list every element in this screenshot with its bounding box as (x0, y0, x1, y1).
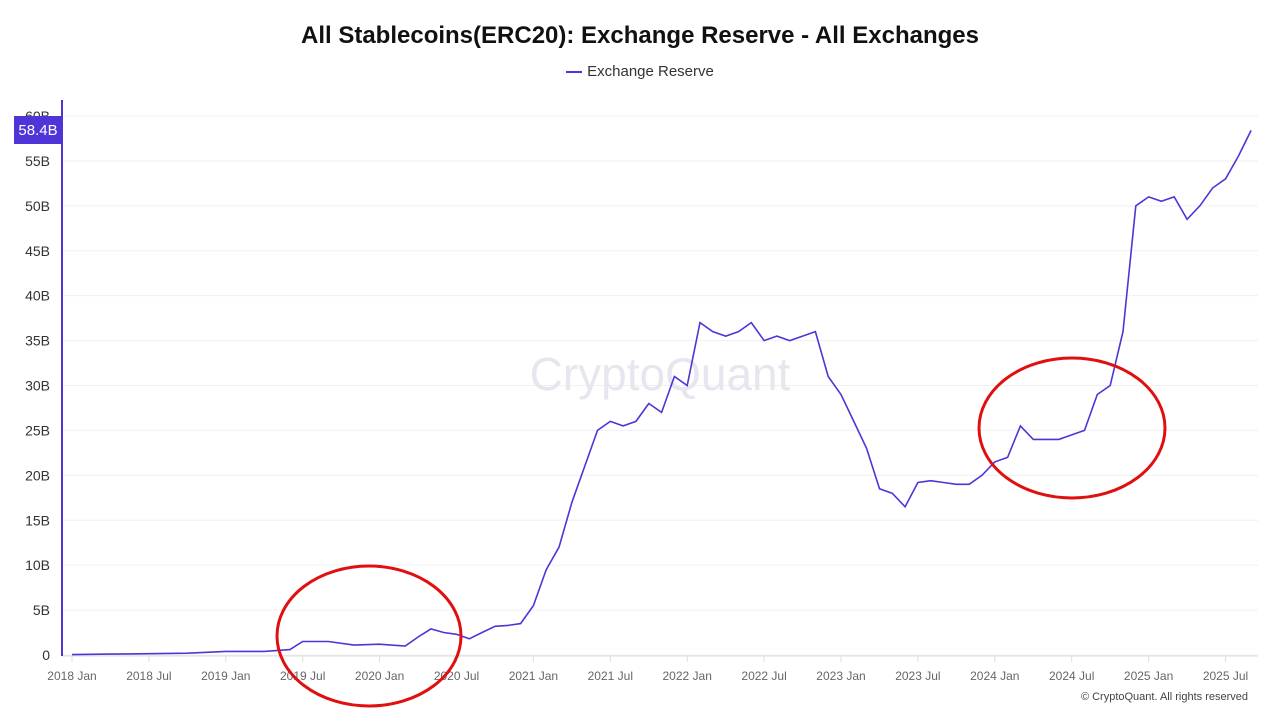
y-tick-label: 50B (25, 198, 50, 214)
y-tick-label: 30B (25, 378, 50, 394)
legend-swatch (566, 71, 583, 74)
x-tick-label: 2018 Jul (126, 669, 171, 683)
x-tick-label: 2021 Jan (509, 669, 558, 683)
legend-label: Exchange Reserve (587, 63, 714, 80)
x-tick-label: 2020 Jan (355, 669, 404, 683)
highlight-ellipse-2024 (977, 356, 1167, 500)
y-tick-label: 35B (25, 333, 50, 349)
y-tick-label: 45B (25, 243, 50, 259)
x-tick-label: 2020 Jul (434, 669, 479, 683)
y-tick-label: 40B (25, 288, 50, 304)
x-tick-label: 2023 Jan (816, 669, 865, 683)
x-tick-label: 2023 Jul (895, 669, 940, 683)
y-tick-label: 0 (42, 647, 50, 663)
watermark-logo: CryptoQuant (530, 348, 791, 400)
x-tick-label: 2025 Jan (1124, 669, 1173, 683)
y-tick-label: 10B (25, 557, 50, 573)
x-tick-label: 2024 Jul (1049, 669, 1094, 683)
chart-title: All Stablecoins(ERC20): Exchange Reserve… (300, 22, 979, 49)
y-tick-label: 25B (25, 422, 50, 438)
current-value-badge: 58.4B (14, 116, 62, 144)
x-tick-label: 2019 Jan (201, 669, 250, 683)
current-value-label: 58.4B (18, 122, 57, 139)
x-tick-label: 2025 Jul (1203, 669, 1248, 683)
x-tick-label: 2019 Jul (280, 669, 325, 683)
highlight-ellipse-2019-2020 (275, 564, 463, 708)
x-tick-label: 2024 Jan (970, 669, 1019, 683)
copyright: © CryptoQuant. All rights reserved (1080, 691, 1248, 703)
y-tick-label: 5B (33, 602, 50, 618)
legend[interactable]: Exchange Reserve (0, 63, 1280, 80)
y-tick-label: 15B (25, 512, 50, 528)
x-tick-label: 2022 Jul (741, 669, 786, 683)
x-tick-label: 2022 Jan (663, 669, 712, 683)
series-line-exchange-reserve (71, 130, 1252, 656)
x-tick-label: 2018 Jan (47, 669, 96, 683)
y-tick-label: 20B (25, 467, 50, 483)
x-tick-label: 2021 Jul (588, 669, 633, 683)
y-tick-label: 55B (25, 153, 50, 169)
